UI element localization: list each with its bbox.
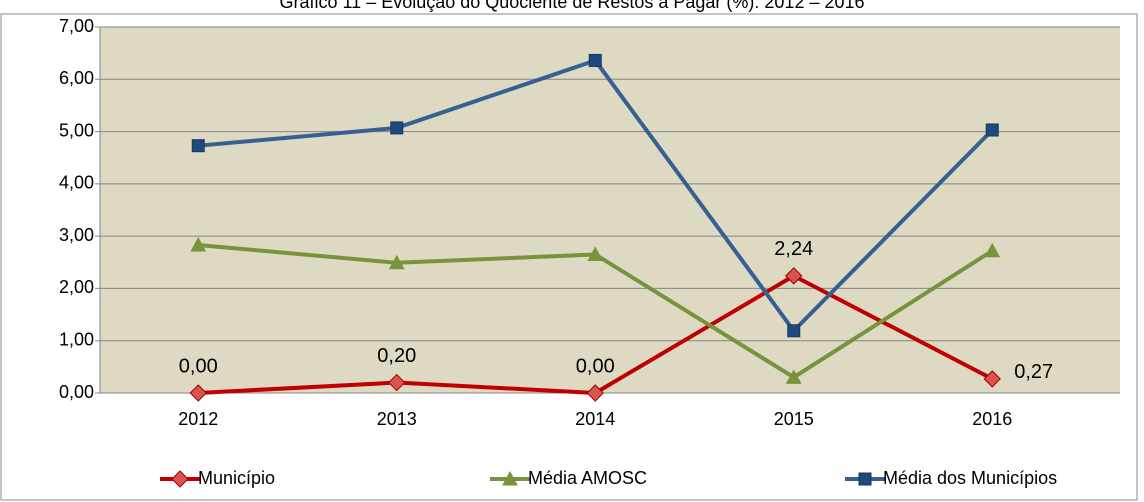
- data-point: [587, 246, 604, 261]
- y-tick-label: 5,00: [59, 120, 94, 140]
- legend-label: Média dos Municípios: [883, 468, 1057, 488]
- data-label: 0,00: [179, 355, 218, 377]
- legend-label: Município: [198, 468, 275, 488]
- y-tick-label: 2,00: [59, 277, 94, 297]
- data-label: 0,00: [576, 355, 615, 377]
- y-tick-label: 0,00: [59, 382, 94, 402]
- legend-marker: [858, 472, 872, 486]
- plot-area: [100, 27, 1120, 393]
- data-point: [189, 384, 207, 402]
- data-point: [787, 324, 801, 338]
- chart-title: Gráfico 11 – Evolução do Quociente de Re…: [279, 0, 864, 12]
- data-point: [985, 123, 999, 137]
- y-tick-label: 7,00: [59, 16, 94, 36]
- legend-marker: [502, 470, 518, 486]
- x-tick-label: 2012: [178, 409, 218, 429]
- data-point: [388, 373, 406, 392]
- data-point: [390, 121, 404, 135]
- data-label: 0,20: [377, 345, 416, 367]
- data-point: [586, 384, 604, 402]
- x-tick-label: 2015: [774, 409, 814, 429]
- x-tick-label: 2016: [972, 409, 1012, 429]
- data-point: [785, 369, 802, 384]
- y-tick-label: 3,00: [59, 225, 94, 245]
- data-label: 2,24: [774, 238, 813, 260]
- y-tick-label: 4,00: [59, 173, 94, 193]
- y-tick-label: 1,00: [59, 329, 94, 349]
- data-point: [588, 53, 602, 67]
- x-tick-label: 2014: [575, 409, 615, 429]
- data-point: [785, 267, 803, 285]
- legend-label: Média AMOSC: [528, 468, 647, 488]
- data-point: [190, 236, 207, 252]
- y-tick-label: 6,00: [59, 68, 94, 88]
- data-point: [983, 370, 1001, 388]
- data-point: [191, 139, 205, 153]
- data-point: [984, 242, 1001, 258]
- x-tick-label: 2013: [377, 409, 417, 429]
- data-label: 0,27: [1014, 361, 1053, 383]
- data-point: [388, 254, 405, 270]
- legend-marker: [171, 470, 189, 488]
